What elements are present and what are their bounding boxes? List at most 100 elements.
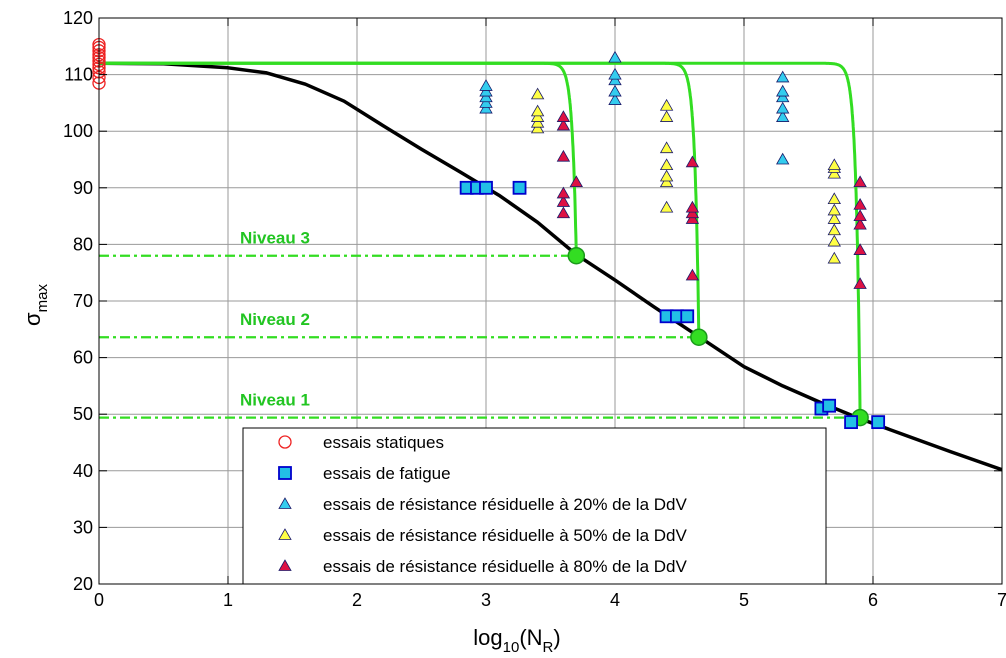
curves bbox=[99, 61, 1002, 472]
legend-label: essais statiques bbox=[323, 433, 444, 452]
fatigue-test-point bbox=[871, 415, 886, 430]
x-tick-label: 1 bbox=[223, 590, 233, 610]
x-tick-label: 0 bbox=[94, 590, 104, 610]
residual-50-point bbox=[827, 203, 841, 216]
residual-80-point bbox=[556, 110, 571, 122]
residual-50-point bbox=[827, 223, 841, 236]
residual-50-point bbox=[659, 175, 674, 188]
x-tick-label: 4 bbox=[610, 590, 620, 610]
y-tick-label: 50 bbox=[73, 404, 93, 424]
residual-50-point bbox=[827, 234, 841, 247]
residual-50-point bbox=[659, 110, 674, 122]
level-label: Niveau 3 bbox=[240, 229, 310, 248]
x-tick-label: 3 bbox=[481, 590, 491, 610]
level-label: Niveau 2 bbox=[240, 310, 310, 329]
axis-ticks: 0 1 2 3 4 5 6 7 20 30 40 50 60 70 80 90 100 110 120 bbox=[63, 8, 1006, 610]
y-tick-label: 100 bbox=[63, 121, 93, 141]
legend-label: essais de résistance résiduelle à 20% de… bbox=[323, 495, 687, 514]
residual-50-point bbox=[530, 121, 545, 134]
fatigue-test-point bbox=[844, 415, 858, 430]
level-point bbox=[567, 246, 586, 265]
residual-50-point bbox=[827, 192, 841, 205]
legend-box bbox=[242, 427, 827, 585]
legend-label: essais de résistance résiduelle à 80% de… bbox=[323, 557, 687, 576]
residual-80-point bbox=[556, 149, 571, 162]
residual-80-point bbox=[853, 175, 867, 188]
x-tick-label: 2 bbox=[352, 590, 362, 610]
residual-curve bbox=[99, 61, 862, 418]
residual-20-point bbox=[776, 70, 790, 83]
residual-20-point bbox=[776, 90, 790, 103]
x-axis-label: log10(NR) bbox=[473, 625, 560, 656]
legend-label: essais de résistance résiduelle à 50% de… bbox=[323, 526, 687, 545]
residual-80-point bbox=[556, 206, 571, 219]
residual-50-point bbox=[659, 98, 674, 111]
residual-20-point bbox=[776, 152, 790, 165]
y-tick-label: 110 bbox=[64, 65, 93, 85]
residual-80-point bbox=[853, 243, 867, 255]
legend-label: essais de fatigue bbox=[323, 464, 451, 483]
level-point bbox=[690, 328, 708, 346]
residual-20-point bbox=[479, 79, 493, 91]
legend: essais statiques essais de fatigue essais … bbox=[242, 427, 827, 585]
fatigue-test-point bbox=[479, 180, 493, 195]
residual-20-point bbox=[479, 96, 493, 108]
residual-80-point bbox=[685, 155, 700, 168]
residual-50-point bbox=[530, 87, 545, 100]
residual-20-point bbox=[608, 73, 622, 86]
residual-80-point bbox=[556, 186, 571, 199]
y-tick-label: 80 bbox=[73, 234, 93, 254]
residual-50-point bbox=[827, 166, 841, 179]
residual-20-point bbox=[776, 84, 790, 97]
residual-20-point bbox=[608, 93, 622, 105]
residual-80-point bbox=[853, 209, 867, 222]
residual-20-point bbox=[608, 50, 622, 63]
residual-80-point bbox=[853, 217, 867, 230]
residual-20-point bbox=[479, 90, 493, 103]
residual-20-point bbox=[479, 101, 493, 114]
y-axis-label: σmax bbox=[20, 284, 51, 326]
residual-20-point bbox=[479, 84, 493, 97]
x-tick-label: 5 bbox=[739, 590, 749, 610]
fatigue-test-point bbox=[822, 398, 837, 413]
y-tick-label: 30 bbox=[73, 517, 93, 537]
y-tick-label: 60 bbox=[73, 348, 93, 368]
legend-marker bbox=[278, 435, 292, 449]
legend-marker bbox=[278, 466, 292, 480]
level-label: Niveau 1 bbox=[240, 391, 310, 410]
residual-50-point bbox=[659, 169, 674, 182]
fatigue-test-point bbox=[512, 180, 527, 195]
residual-80-point bbox=[569, 175, 583, 188]
residual-50-point bbox=[659, 200, 674, 213]
residual-20-point bbox=[776, 110, 790, 122]
residual-50-point bbox=[659, 158, 674, 171]
residual-50-point bbox=[659, 141, 674, 154]
x-tick-label: 7 bbox=[997, 590, 1006, 610]
residual-80-point bbox=[685, 212, 700, 224]
legend-marker bbox=[278, 559, 292, 571]
fatigue-test-point bbox=[680, 309, 695, 324]
residual-50-point bbox=[827, 251, 841, 264]
y-tick-label: 70 bbox=[73, 291, 93, 311]
residual-50-point bbox=[530, 115, 545, 128]
y-tick-label: 120 bbox=[63, 8, 93, 28]
x-tick-label: 6 bbox=[868, 590, 878, 610]
residual-20-point bbox=[776, 101, 790, 114]
residual-80-point bbox=[556, 118, 571, 131]
residual-80-point bbox=[685, 206, 700, 219]
residual-80-point bbox=[556, 195, 571, 207]
y-tick-label: 40 bbox=[73, 461, 93, 481]
residual-80-point bbox=[853, 197, 867, 210]
legend-marker bbox=[278, 497, 292, 509]
level-labels: Niveau 3 Niveau 2 Niveau 1 bbox=[240, 229, 310, 410]
residual-50-point bbox=[530, 110, 545, 122]
y-tick-label: 90 bbox=[73, 178, 93, 198]
residual-20-point bbox=[608, 67, 622, 80]
y-tick-label: 20 bbox=[73, 574, 93, 594]
residual-80-point bbox=[685, 268, 700, 281]
residual-50-point bbox=[827, 212, 841, 224]
fatigue-curve bbox=[99, 61, 1002, 472]
legend-marker bbox=[278, 528, 292, 540]
residual-50-point bbox=[530, 104, 545, 117]
